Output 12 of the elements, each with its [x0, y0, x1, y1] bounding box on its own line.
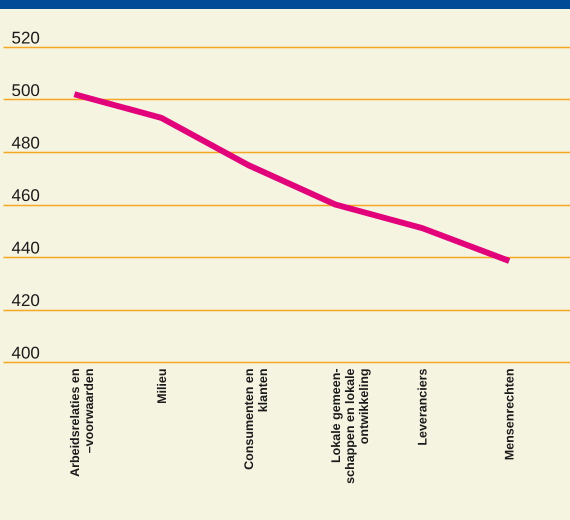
y-tick-label: 480 — [12, 134, 40, 152]
x-tick-label: Mensenrechten — [502, 368, 517, 460]
x-tick-label: Arbeidsrelaties en –voorwaarden — [68, 368, 96, 477]
y-tick-label: 440 — [12, 238, 40, 258]
y-tick-label: 400 — [12, 344, 40, 362]
y-tick-label: 420 — [12, 291, 40, 310]
y-tick-label: 500 — [12, 81, 40, 100]
y-tick-label: 520 — [12, 28, 40, 48]
x-tick-label: Milieu — [154, 368, 169, 404]
y-tick-label: 460 — [12, 186, 40, 205]
x-tick-label: Consumenten en klanten — [242, 368, 270, 470]
x-tick-label: Leveranciers — [416, 368, 430, 446]
